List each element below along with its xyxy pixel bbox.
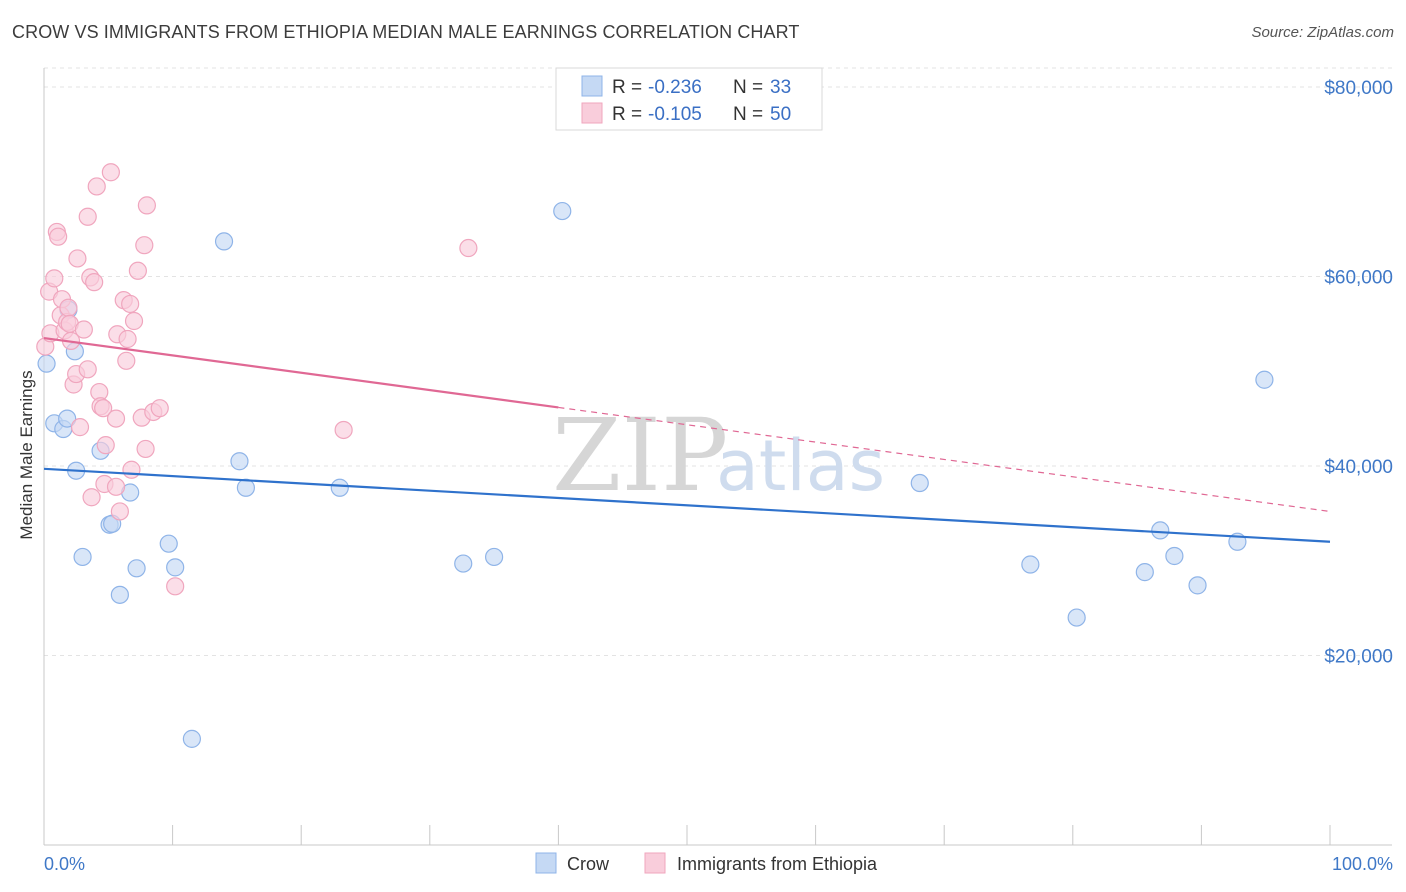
ethiopia-point	[135, 236, 154, 255]
ethiopia-point	[49, 227, 68, 246]
crow-point	[553, 201, 572, 221]
ethiopia-point	[85, 273, 104, 292]
watermark-zip: ZIP	[552, 397, 728, 514]
crow-point	[1151, 521, 1170, 540]
legend-ethiopia-n-label: N =	[733, 104, 763, 125]
legend-crow-n-label: N =	[733, 77, 763, 98]
legend-crow-n-value: 33	[770, 77, 791, 98]
crow-point	[1255, 370, 1274, 389]
legend-crow-r-value: -0.236	[648, 77, 702, 98]
crow-point	[110, 585, 129, 604]
bottom-legend-crow: Crow	[567, 854, 610, 874]
watermark: ZIP atlas	[552, 397, 885, 514]
ethiopia-point	[96, 436, 115, 455]
ethiopia-point	[137, 196, 156, 215]
crow-point	[230, 452, 249, 471]
bottom-legend-crow-swatch	[535, 852, 557, 874]
crow-point	[910, 473, 929, 493]
ethiopia-point	[459, 238, 478, 258]
crow-point	[1135, 563, 1154, 582]
watermark-atlas: atlas	[716, 425, 885, 507]
y-tick-label: $20,000	[1324, 646, 1393, 667]
ethiopia-point	[106, 409, 126, 428]
legend-box: R = -0.236 N = 33 R = -0.105 N = 50	[555, 67, 823, 131]
ethiopia-point	[128, 261, 147, 280]
crow-point	[182, 729, 201, 748]
ethiopia-point	[68, 249, 87, 268]
y-tick-labels: $20,000 $40,000 $60,000 $80,000	[1324, 78, 1393, 668]
crow-point	[166, 558, 185, 577]
data-points	[36, 163, 1274, 748]
axes	[43, 68, 1392, 846]
crow-point	[330, 478, 349, 497]
y-tick-label: $40,000	[1324, 457, 1393, 478]
chart-title: CROW VS IMMIGRANTS FROM ETHIOPIA MEDIAN …	[12, 22, 800, 42]
ethiopia-point	[82, 488, 101, 507]
crow-point	[1188, 576, 1207, 595]
ethiopia-point	[334, 420, 353, 440]
trend-line-1-solid	[43, 336, 559, 409]
ethiopia-point	[121, 294, 140, 314]
crow-point	[485, 547, 504, 567]
ethiopia-point	[94, 399, 113, 418]
y-tick-label: $60,000	[1324, 267, 1393, 288]
ethiopia-point	[117, 351, 136, 370]
legend-ethiopia-r-label: R =	[612, 104, 642, 125]
crow-point	[1165, 546, 1184, 566]
x-tick-label-min: 0.0%	[44, 854, 85, 874]
bottom-legend-ethiopia: Immigrants from Ethiopia	[677, 854, 878, 874]
crow-point	[37, 354, 56, 373]
ethiopia-point	[78, 360, 97, 379]
x-tick-labels: 0.0% 100.0%	[44, 854, 1393, 874]
trend-line-0	[43, 467, 1331, 543]
crow-point	[1067, 608, 1086, 627]
trend-lines	[43, 336, 1331, 543]
ethiopia-point	[70, 418, 90, 437]
ethiopia-point	[78, 207, 97, 226]
crow-point	[1021, 555, 1040, 574]
ethiopia-point	[45, 269, 64, 288]
x-tick-label-max: 100.0%	[1332, 854, 1393, 874]
crow-point	[214, 232, 234, 251]
legend-crow-swatch	[581, 75, 603, 97]
crow-point	[73, 547, 92, 567]
y-tick-label: $80,000	[1324, 78, 1393, 99]
crow-point	[127, 559, 146, 578]
ethiopia-point	[150, 399, 169, 418]
series-1	[36, 163, 478, 596]
ethiopia-point	[122, 460, 141, 479]
ethiopia-point	[136, 439, 155, 459]
ethiopia-point	[101, 163, 120, 182]
legend-crow-r-label: R =	[612, 77, 642, 98]
bottom-legend: Crow Immigrants from Ethiopia	[535, 852, 878, 874]
legend-ethiopia-r-value: -0.105	[648, 104, 702, 125]
legend-ethiopia-swatch	[581, 102, 603, 124]
gridlines	[44, 67, 1392, 656]
crow-point	[159, 534, 178, 553]
ethiopia-point	[74, 320, 93, 339]
crow-point	[236, 478, 256, 497]
ethiopia-point	[166, 577, 185, 596]
bottom-legend-ethiopia-swatch	[644, 852, 666, 874]
ethiopia-point	[124, 311, 144, 331]
crow-point	[58, 409, 77, 428]
legend-ethiopia-n-value: 50	[770, 104, 791, 125]
trend-line-1-dashed	[558, 406, 1331, 513]
ethiopia-point	[87, 177, 106, 196]
ethiopia-point	[118, 329, 137, 349]
source-label: Source: ZipAtlas.com	[1251, 24, 1394, 41]
crow-point	[454, 554, 473, 573]
y-axis-label: Median Male Earnings	[17, 370, 36, 539]
ethiopia-point	[59, 298, 78, 317]
ethiopia-point	[106, 477, 126, 496]
ethiopia-point	[110, 502, 129, 521]
